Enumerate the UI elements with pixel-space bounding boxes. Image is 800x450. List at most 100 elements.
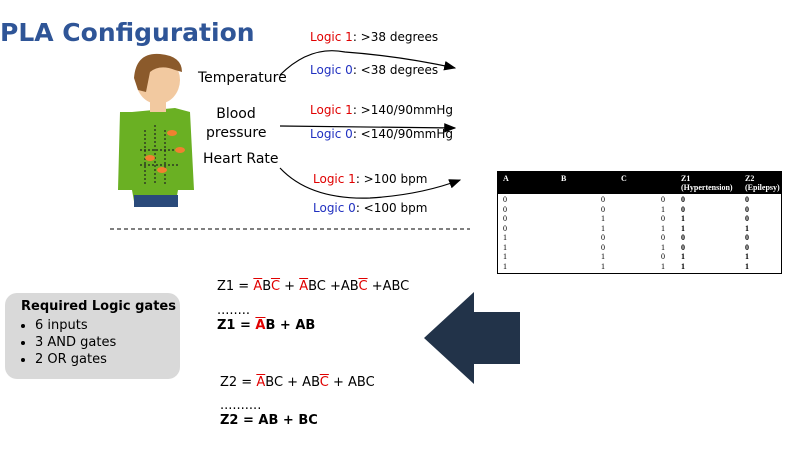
gates-item: 6 inputs <box>35 318 180 333</box>
table-header-cell: (Hypertension) <box>681 183 733 192</box>
equation-part: + <box>280 279 300 294</box>
arrow <box>279 123 457 133</box>
table-header-cell: (Epilepsy) <box>745 183 780 192</box>
logic-level: Logic 0 <box>310 63 353 77</box>
table-cell: 0 <box>503 204 507 214</box>
table-cell: 0 <box>503 195 507 204</box>
table-cell: 1 <box>661 242 665 252</box>
input-label: Blood pressure <box>206 106 267 141</box>
table-cell: 0 <box>503 214 507 223</box>
table-cell: 1 <box>661 204 665 214</box>
table-cell: 1 <box>745 261 749 271</box>
gates-list: 6 inputs 3 AND gates 2 OR gates <box>5 318 180 367</box>
table-cell: 0 <box>601 242 605 252</box>
gates-item: 2 OR gates <box>35 352 180 367</box>
table-cell: 0 <box>661 214 665 223</box>
equation-part: Z2 = <box>220 375 257 390</box>
title: PLA Configuration <box>0 18 255 47</box>
logic-condition: : >100 bpm <box>355 172 428 186</box>
table-cell: 1 <box>503 261 507 271</box>
table-cell: 1 <box>681 214 685 223</box>
logic-level: Logic 1 <box>313 172 356 186</box>
gates-item: 3 AND gates <box>35 335 180 350</box>
equation-part: C <box>270 279 281 294</box>
logic-line: Logic 1: >38 degrees <box>310 30 438 44</box>
table-cell: 0 <box>601 195 605 204</box>
table-header-cell: Z1 <box>681 174 691 183</box>
arrow <box>279 167 462 199</box>
table-cell: 0 <box>745 242 749 252</box>
table-cell: 1 <box>745 252 749 261</box>
table-cell: 1 <box>745 223 749 233</box>
logic-line: Logic 0: <140/90mmHg <box>310 127 453 141</box>
table-cell: 1 <box>503 242 507 252</box>
equation-part: Z1 = <box>217 318 256 333</box>
big-arrow <box>424 292 520 384</box>
equation-part: B + AB <box>265 318 316 333</box>
table-cell: 1 <box>503 252 507 261</box>
table-cell: 0 <box>745 233 749 242</box>
equation-part: ........ <box>217 303 251 318</box>
table-cell: 0 <box>601 233 605 242</box>
table-cell: 1 <box>681 261 685 271</box>
table-cell: 0 <box>661 195 665 204</box>
equation: Z1 = AB + AB <box>217 318 315 333</box>
equation-part: BC + AB <box>265 375 320 390</box>
arrow <box>279 50 457 76</box>
logic-line: Logic 1: >100 bpm <box>313 172 427 186</box>
person-illustration <box>118 53 194 207</box>
equation: .......... <box>220 398 261 413</box>
logic-condition: : >140/90mmHg <box>352 103 453 117</box>
logic-line: Logic 0: <38 degrees <box>310 63 438 77</box>
equation-part: A <box>299 279 309 294</box>
logic-level: Logic 1 <box>310 103 353 117</box>
table-cell: 1 <box>601 261 605 271</box>
equation: ........ <box>217 303 250 318</box>
table-cell: 1 <box>681 252 685 261</box>
table-cell: 1 <box>601 223 605 233</box>
gates-box: Required Logic gates 6 inputs 3 AND gates… <box>5 293 180 379</box>
logic-level: Logic 0 <box>310 127 353 141</box>
table-cell: 0 <box>503 223 507 233</box>
table-header-cell: Z2 <box>745 174 755 183</box>
equation-part: Z1 = <box>217 279 254 294</box>
equation-part: Z2 = AB + BC <box>220 413 318 428</box>
table-header-cell: A <box>503 174 509 183</box>
equation: Z1 = ABC + ABC +ABC +ABC <box>217 279 409 294</box>
logic-condition: : <140/90mmHg <box>352 127 453 141</box>
table-cell: 0 <box>601 204 605 214</box>
gates-title: Required Logic gates <box>21 299 176 314</box>
equation-part: C <box>358 279 368 294</box>
equation-part: A <box>256 375 266 390</box>
equation-part: A <box>255 318 266 333</box>
table-cell: 0 <box>745 195 749 204</box>
input-label: Temperature <box>198 70 287 86</box>
input-label: Heart Rate <box>203 151 279 167</box>
logic-condition: : <38 degrees <box>352 63 439 77</box>
logic-level: Logic 0 <box>313 201 356 215</box>
table-cell: 1 <box>661 223 665 233</box>
logic-condition: : >38 degrees <box>352 30 439 44</box>
table-cell: 1 <box>601 252 605 261</box>
table-cell: 0 <box>681 242 685 252</box>
table-header: A B C Z1 (Hypertension) Z2 (Epilepsy) <box>498 172 781 194</box>
table-cell: 0 <box>681 204 685 214</box>
table-header-cell: C <box>621 174 627 183</box>
equation-part: BC +AB <box>308 279 359 294</box>
logic-level: Logic 1 <box>310 30 353 44</box>
table-cell: 0 <box>745 214 749 223</box>
equation-part: B <box>262 279 271 294</box>
equation-part: +ABC <box>367 279 410 294</box>
logic-line: Logic 1: >140/90mmHg <box>310 103 453 117</box>
table-cell: 0 <box>661 233 665 242</box>
table-cell: 0 <box>745 204 749 214</box>
logic-condition: : <100 bpm <box>355 201 428 215</box>
equation-part: .......... <box>220 398 262 413</box>
equation-part: C <box>319 375 329 390</box>
table-header-cell: B <box>561 174 567 183</box>
logic-line: Logic 0: <100 bpm <box>313 201 427 215</box>
table-cell: 1 <box>601 214 605 223</box>
equation: Z2 = AB + BC <box>220 413 318 428</box>
